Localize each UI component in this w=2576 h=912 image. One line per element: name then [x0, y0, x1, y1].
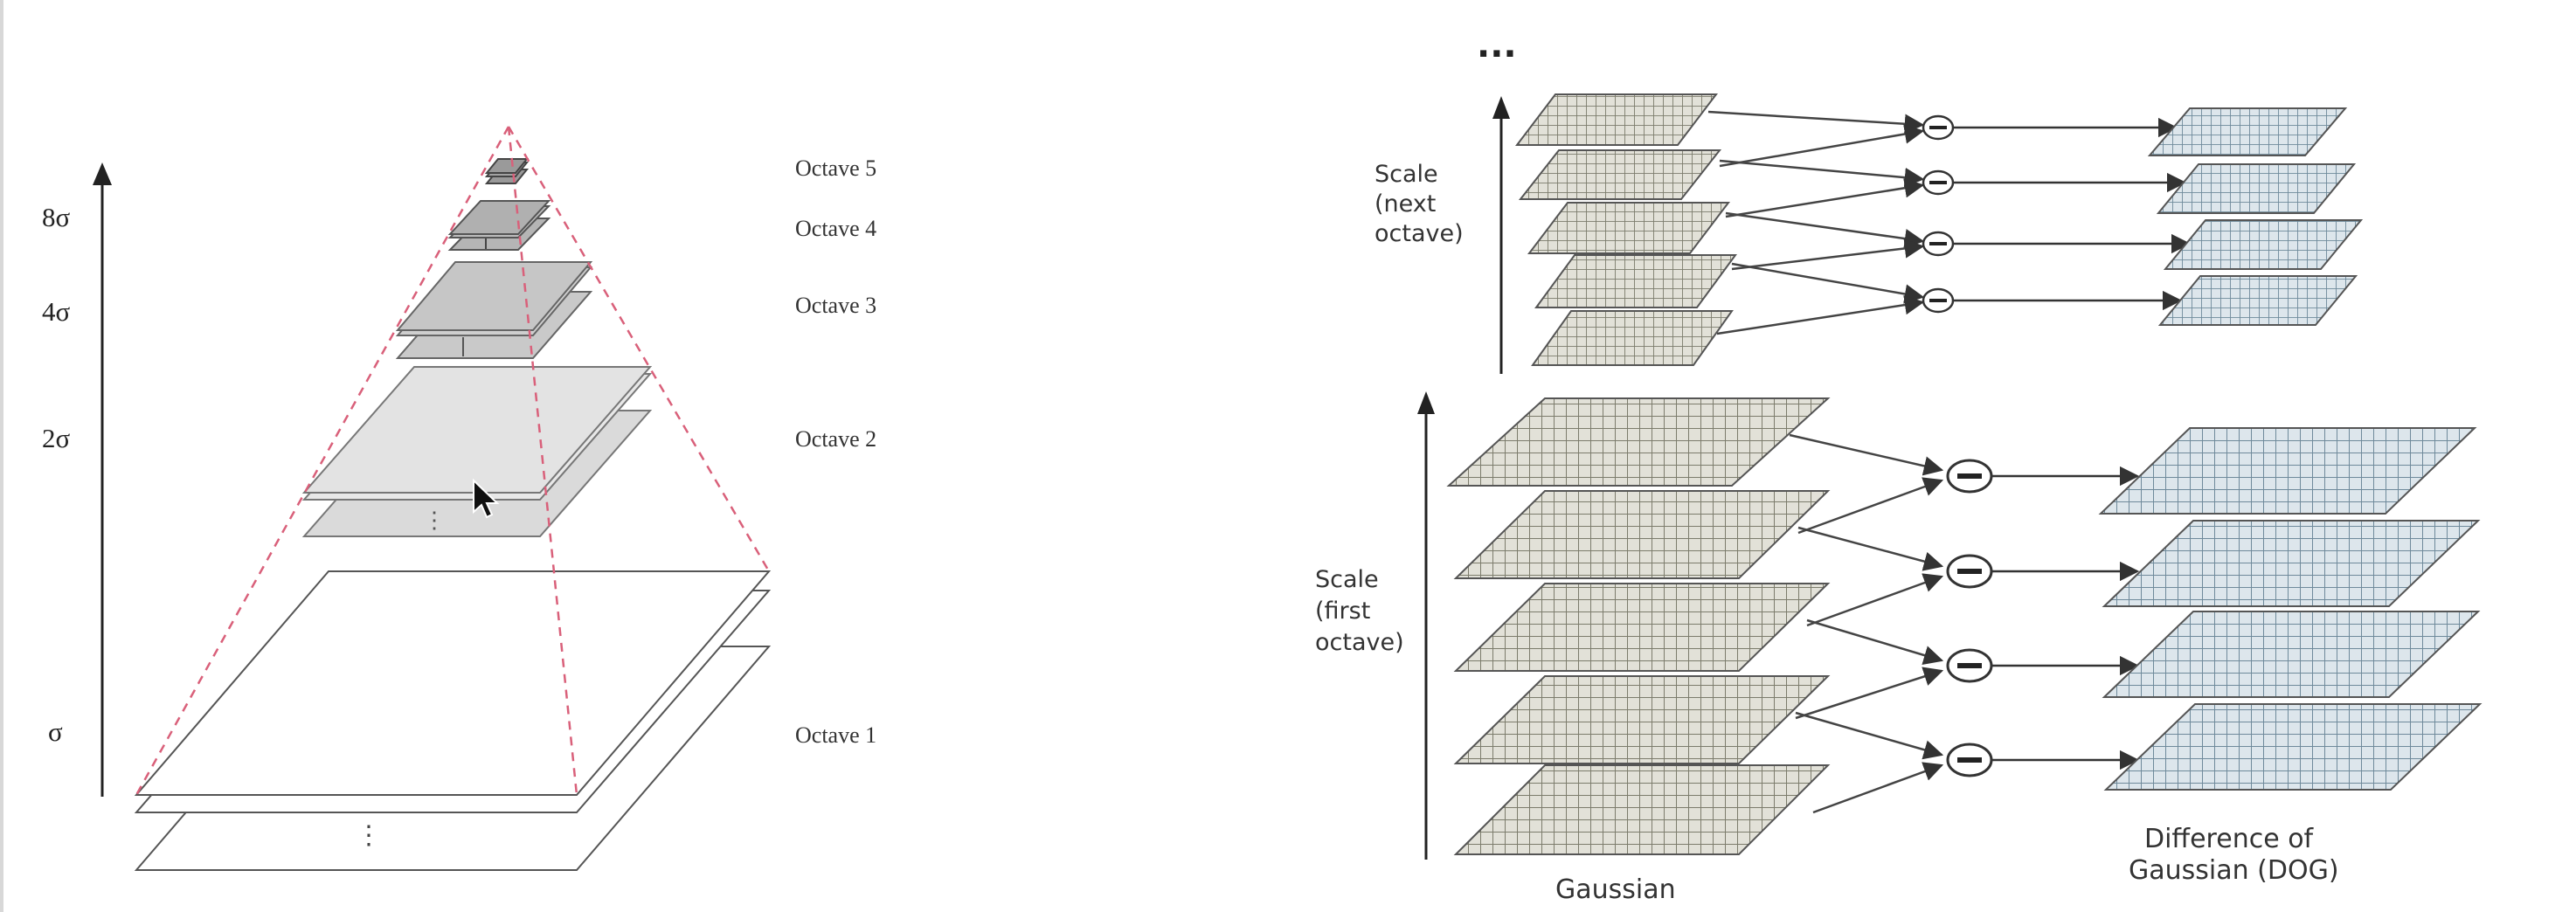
octave-5-layers: [484, 158, 530, 184]
minus-operator: [1946, 743, 1993, 777]
octave-2-layers: ⋮: [301, 366, 653, 537]
pyramid-dashed-edges: [135, 126, 771, 796]
scale-axis-arrowhead: [93, 162, 112, 185]
octave-label-5: Octave 5: [795, 155, 876, 181]
minus-operator: [1946, 554, 1993, 589]
more-octaves-ellipsis: ...: [1477, 25, 1517, 66]
first-octave-scale-label: Scale (first octave): [1315, 566, 1404, 656]
left-pyramid-panel: ⋮ ⋮: [42, 126, 876, 871]
next-octave-gaussian-stack: [1514, 93, 1737, 366]
scale-label-4sigma: 4σ: [42, 296, 71, 327]
minus-operator: [1946, 648, 1993, 683]
first-octave-dog-stack: [2098, 427, 2483, 791]
octave-2-ellipsis: ⋮: [423, 508, 446, 533]
next-octave-subtraction-lines: [1707, 110, 1925, 335]
octave-label-2: Octave 2: [795, 426, 876, 452]
minus-operator: [1922, 287, 1955, 314]
minus-operator: [1922, 169, 1955, 196]
next-octave-dog-stack: [2147, 107, 2364, 326]
minus-operator: [1922, 231, 1955, 257]
octave-3-layers: [395, 261, 593, 359]
first-octave-minus-operators: [1946, 459, 1993, 777]
next-octave-axis-arrowhead: [1492, 96, 1510, 119]
minus-operator: [1946, 459, 1993, 494]
next-octave-scale-label: Scale (next octave): [1375, 161, 1464, 247]
first-octave-gaussian-stack: [1446, 397, 1831, 855]
octave-1-ellipsis: ⋮: [356, 821, 382, 850]
dog-label: Difference of Gaussian (DOG): [2129, 824, 2339, 886]
next-octave-output-arrows: [1954, 117, 2192, 311]
next-octave-minus-operators: [1922, 114, 1955, 314]
first-octave-subtraction-lines: [1789, 433, 1944, 814]
mouse-cursor-icon: [473, 479, 500, 519]
scale-label-8sigma: 8σ: [42, 202, 71, 232]
octave-label-1: Octave 1: [795, 722, 876, 748]
octave-4-layers: [447, 200, 551, 251]
octave-label-3: Octave 3: [795, 293, 876, 318]
window-left-edge: [0, 0, 3, 912]
right-dog-panel: ... Scale (next octave) Scale (first oct…: [1315, 25, 2483, 905]
first-octave-output-arrows: [1992, 466, 2140, 770]
first-octave-axis-arrowhead: [1417, 391, 1435, 414]
scale-label-sigma: σ: [48, 716, 63, 747]
minus-operator: [1922, 114, 1955, 141]
gaussian-label: Gaussian: [1555, 874, 1676, 905]
octave-label-4: Octave 4: [795, 216, 876, 241]
scale-label-2sigma: 2σ: [42, 423, 71, 453]
octave-1-layers: ⋮: [134, 570, 772, 871]
